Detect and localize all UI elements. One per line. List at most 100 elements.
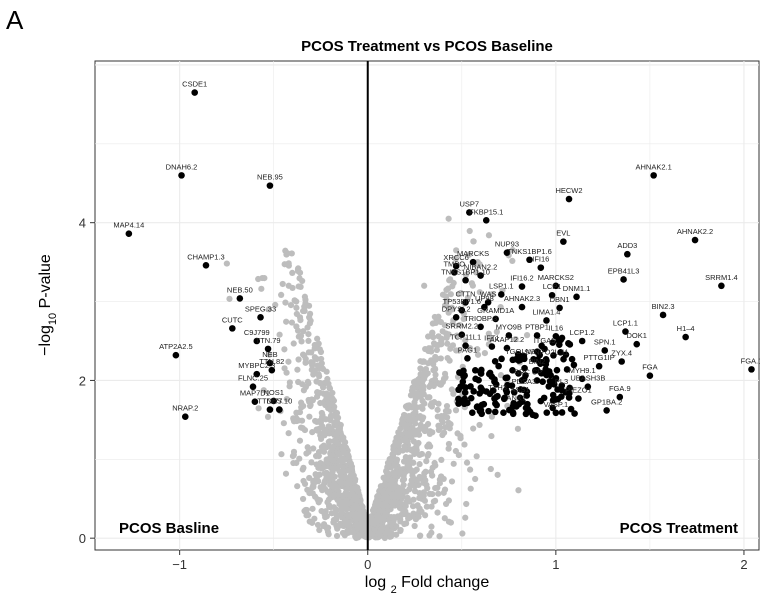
nonsig-point [435, 341, 442, 349]
nonsig-point [301, 307, 308, 315]
labeled-point [477, 323, 484, 331]
sig-point [504, 381, 511, 389]
nonsig-point [393, 531, 400, 538]
point-label: CSDE1 [182, 80, 207, 89]
nonsig-point [476, 421, 483, 429]
nonsig-point [304, 486, 311, 493]
labeled-point [249, 383, 257, 391]
nonsig-point [342, 474, 349, 481]
point-label: TTN.77 [257, 397, 282, 406]
point-label: TCP11L1 [450, 333, 481, 342]
nonsig-point [295, 356, 302, 363]
nonsig-point [512, 336, 519, 343]
nonsig-point [295, 333, 302, 340]
sig-point [565, 394, 573, 401]
nonsig-point [296, 437, 304, 444]
point-label: WAS [480, 289, 497, 298]
point-label: LCP1 [543, 282, 562, 291]
sig-point [549, 396, 557, 404]
nonsig-point [429, 490, 436, 498]
nonsig-point [470, 238, 477, 245]
nonsig-point [462, 271, 470, 278]
labeled-point [452, 314, 460, 321]
nonsig-point [311, 341, 318, 349]
nonsig-point [369, 519, 376, 527]
nonsig-point [411, 378, 418, 386]
nonsig-point [352, 485, 359, 492]
labeled-point [575, 395, 582, 402]
nonsig-point [420, 383, 427, 390]
nonsig-point [445, 497, 452, 504]
nonsig-point [279, 280, 286, 288]
labeled-point [266, 359, 274, 367]
nonsig-point [497, 304, 504, 311]
nonsig-point [300, 328, 307, 335]
point-label: SRC [514, 367, 530, 376]
point-label: DBN1 [550, 295, 570, 304]
y-tick-label: 0 [79, 531, 86, 546]
labeled-point [552, 282, 560, 290]
nonsig-point [429, 429, 436, 436]
nonsig-point [392, 461, 399, 468]
nonsig-point [449, 342, 457, 349]
labeled-point [620, 276, 627, 283]
point-label: NEB.95 [257, 173, 283, 182]
sig-point [571, 410, 578, 417]
point-label: CUTC [222, 315, 243, 324]
nonsig-point [488, 413, 496, 420]
nonsig-point [425, 450, 432, 458]
nonsig-point [330, 504, 338, 511]
point-label: AKAP12.2 [490, 335, 525, 344]
sig-point [550, 352, 557, 359]
labeled-point [266, 182, 274, 189]
nonsig-point [314, 521, 322, 529]
nonsig-point [416, 461, 423, 468]
nonsig-point [446, 357, 453, 364]
nonsig-point [288, 319, 296, 326]
sig-point [521, 364, 528, 372]
point-label: DNM1.1 [563, 284, 591, 293]
nonsig-point [416, 451, 423, 458]
nonsig-point [280, 420, 287, 427]
nonsig-point [299, 277, 306, 285]
point-label: LIMA1.4 [532, 307, 560, 316]
y-tick-label: 4 [79, 216, 86, 231]
labeled-point [498, 291, 505, 298]
nonsig-point [309, 519, 316, 526]
nonsig-point [441, 322, 448, 329]
nonsig-point [287, 302, 295, 309]
corner-label-right: PCOS Treatment [620, 520, 738, 537]
nonsig-point [494, 471, 501, 478]
point-label: FLNC.25 [238, 374, 268, 383]
nonsig-point [377, 483, 384, 490]
nonsig-point [385, 470, 392, 478]
nonsig-point [345, 500, 352, 507]
sig-point [510, 389, 518, 396]
nonsig-point [509, 246, 516, 254]
nonsig-point [385, 462, 392, 469]
nonsig-point [485, 330, 492, 337]
point-label: SRRM2.2 [446, 322, 479, 331]
sig-point [477, 370, 485, 377]
nonsig-point [403, 520, 410, 527]
nonsig-point [429, 320, 436, 327]
nonsig-point [306, 474, 313, 482]
nonsig-point [325, 474, 333, 481]
nonsig-point [394, 469, 401, 476]
nonsig-point [441, 486, 449, 493]
sig-point [456, 369, 463, 376]
nonsig-point [316, 346, 323, 353]
grid-lines [95, 61, 759, 550]
nonsig-point [402, 502, 409, 510]
nonsignificant-points [223, 215, 531, 542]
nonsig-point [343, 521, 350, 528]
nonsig-point [485, 232, 493, 239]
nonsig-point [338, 480, 345, 487]
nonsig-point [294, 366, 301, 373]
nonsig-point [412, 395, 419, 402]
point-label: AHNAK2.2 [677, 227, 713, 236]
nonsig-point [467, 466, 474, 473]
nonsig-point [332, 431, 339, 438]
labeled-point [541, 345, 548, 353]
